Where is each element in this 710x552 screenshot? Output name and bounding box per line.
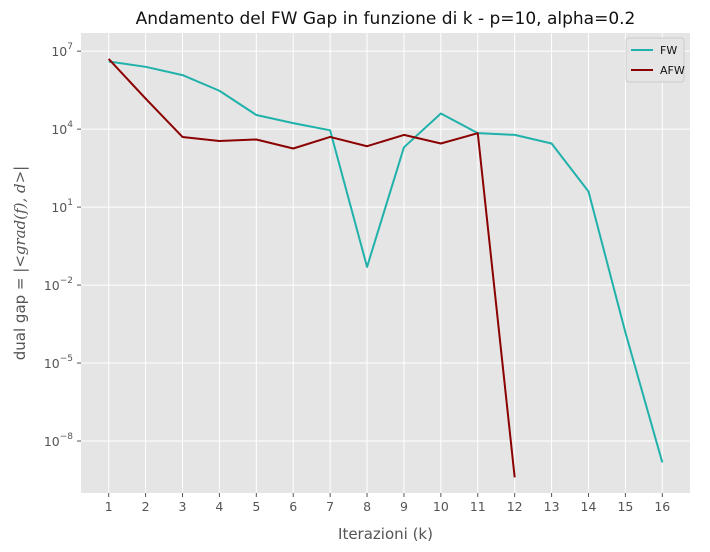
y-tick-exponent: 4 — [67, 120, 73, 130]
x-tick-label: 8 — [363, 499, 371, 514]
x-tick-label: 6 — [289, 499, 297, 514]
x-tick-label: 10 — [433, 499, 449, 514]
legend-label-fw: FW — [660, 44, 677, 57]
x-tick-label: 11 — [470, 499, 486, 514]
x-tick-label: 4 — [215, 499, 223, 514]
y-axis-label-text: dual gap = | — [11, 268, 29, 361]
y-axis-label-tail: | — [11, 166, 29, 171]
y-tick-base: 10 — [51, 200, 67, 215]
x-tick-label: 2 — [142, 499, 150, 514]
legend: FW AFW — [626, 38, 685, 82]
x-tick-label: 3 — [179, 499, 187, 514]
y-tick-base: 10 — [44, 278, 60, 293]
y-tick-base: 10 — [51, 122, 67, 137]
x-tick-label: 12 — [507, 499, 523, 514]
y-tick-base: 10 — [44, 434, 60, 449]
y-axis-label-math: <grad(f), d> — [11, 171, 29, 268]
x-tick-label: 5 — [252, 499, 260, 514]
y-tick-exponent: 7 — [67, 42, 73, 52]
y-tick-base: 10 — [51, 44, 67, 59]
x-tick-label: 13 — [544, 499, 560, 514]
y-axis-label: dual gap = |<grad(f), d>| — [11, 166, 29, 360]
x-tick-label: 14 — [581, 499, 597, 514]
x-tick-label: 16 — [654, 499, 670, 514]
x-tick-label: 1 — [105, 499, 113, 514]
plot-area — [81, 33, 690, 493]
y-tick-base: 10 — [44, 356, 60, 371]
legend-label-afw: AFW — [660, 64, 685, 77]
y-tick-exponent: −5 — [60, 354, 73, 364]
x-axis-label: Iterazioni (k) — [338, 525, 433, 543]
x-tick-label: 7 — [326, 499, 334, 514]
x-tick-label: 15 — [617, 499, 633, 514]
y-tick-exponent: −2 — [60, 276, 73, 286]
chart-title: Andamento del FW Gap in funzione di k - … — [136, 9, 636, 29]
y-tick-exponent: 1 — [67, 198, 73, 208]
y-tick-exponent: −8 — [60, 432, 74, 442]
x-tick-label: 9 — [400, 499, 408, 514]
